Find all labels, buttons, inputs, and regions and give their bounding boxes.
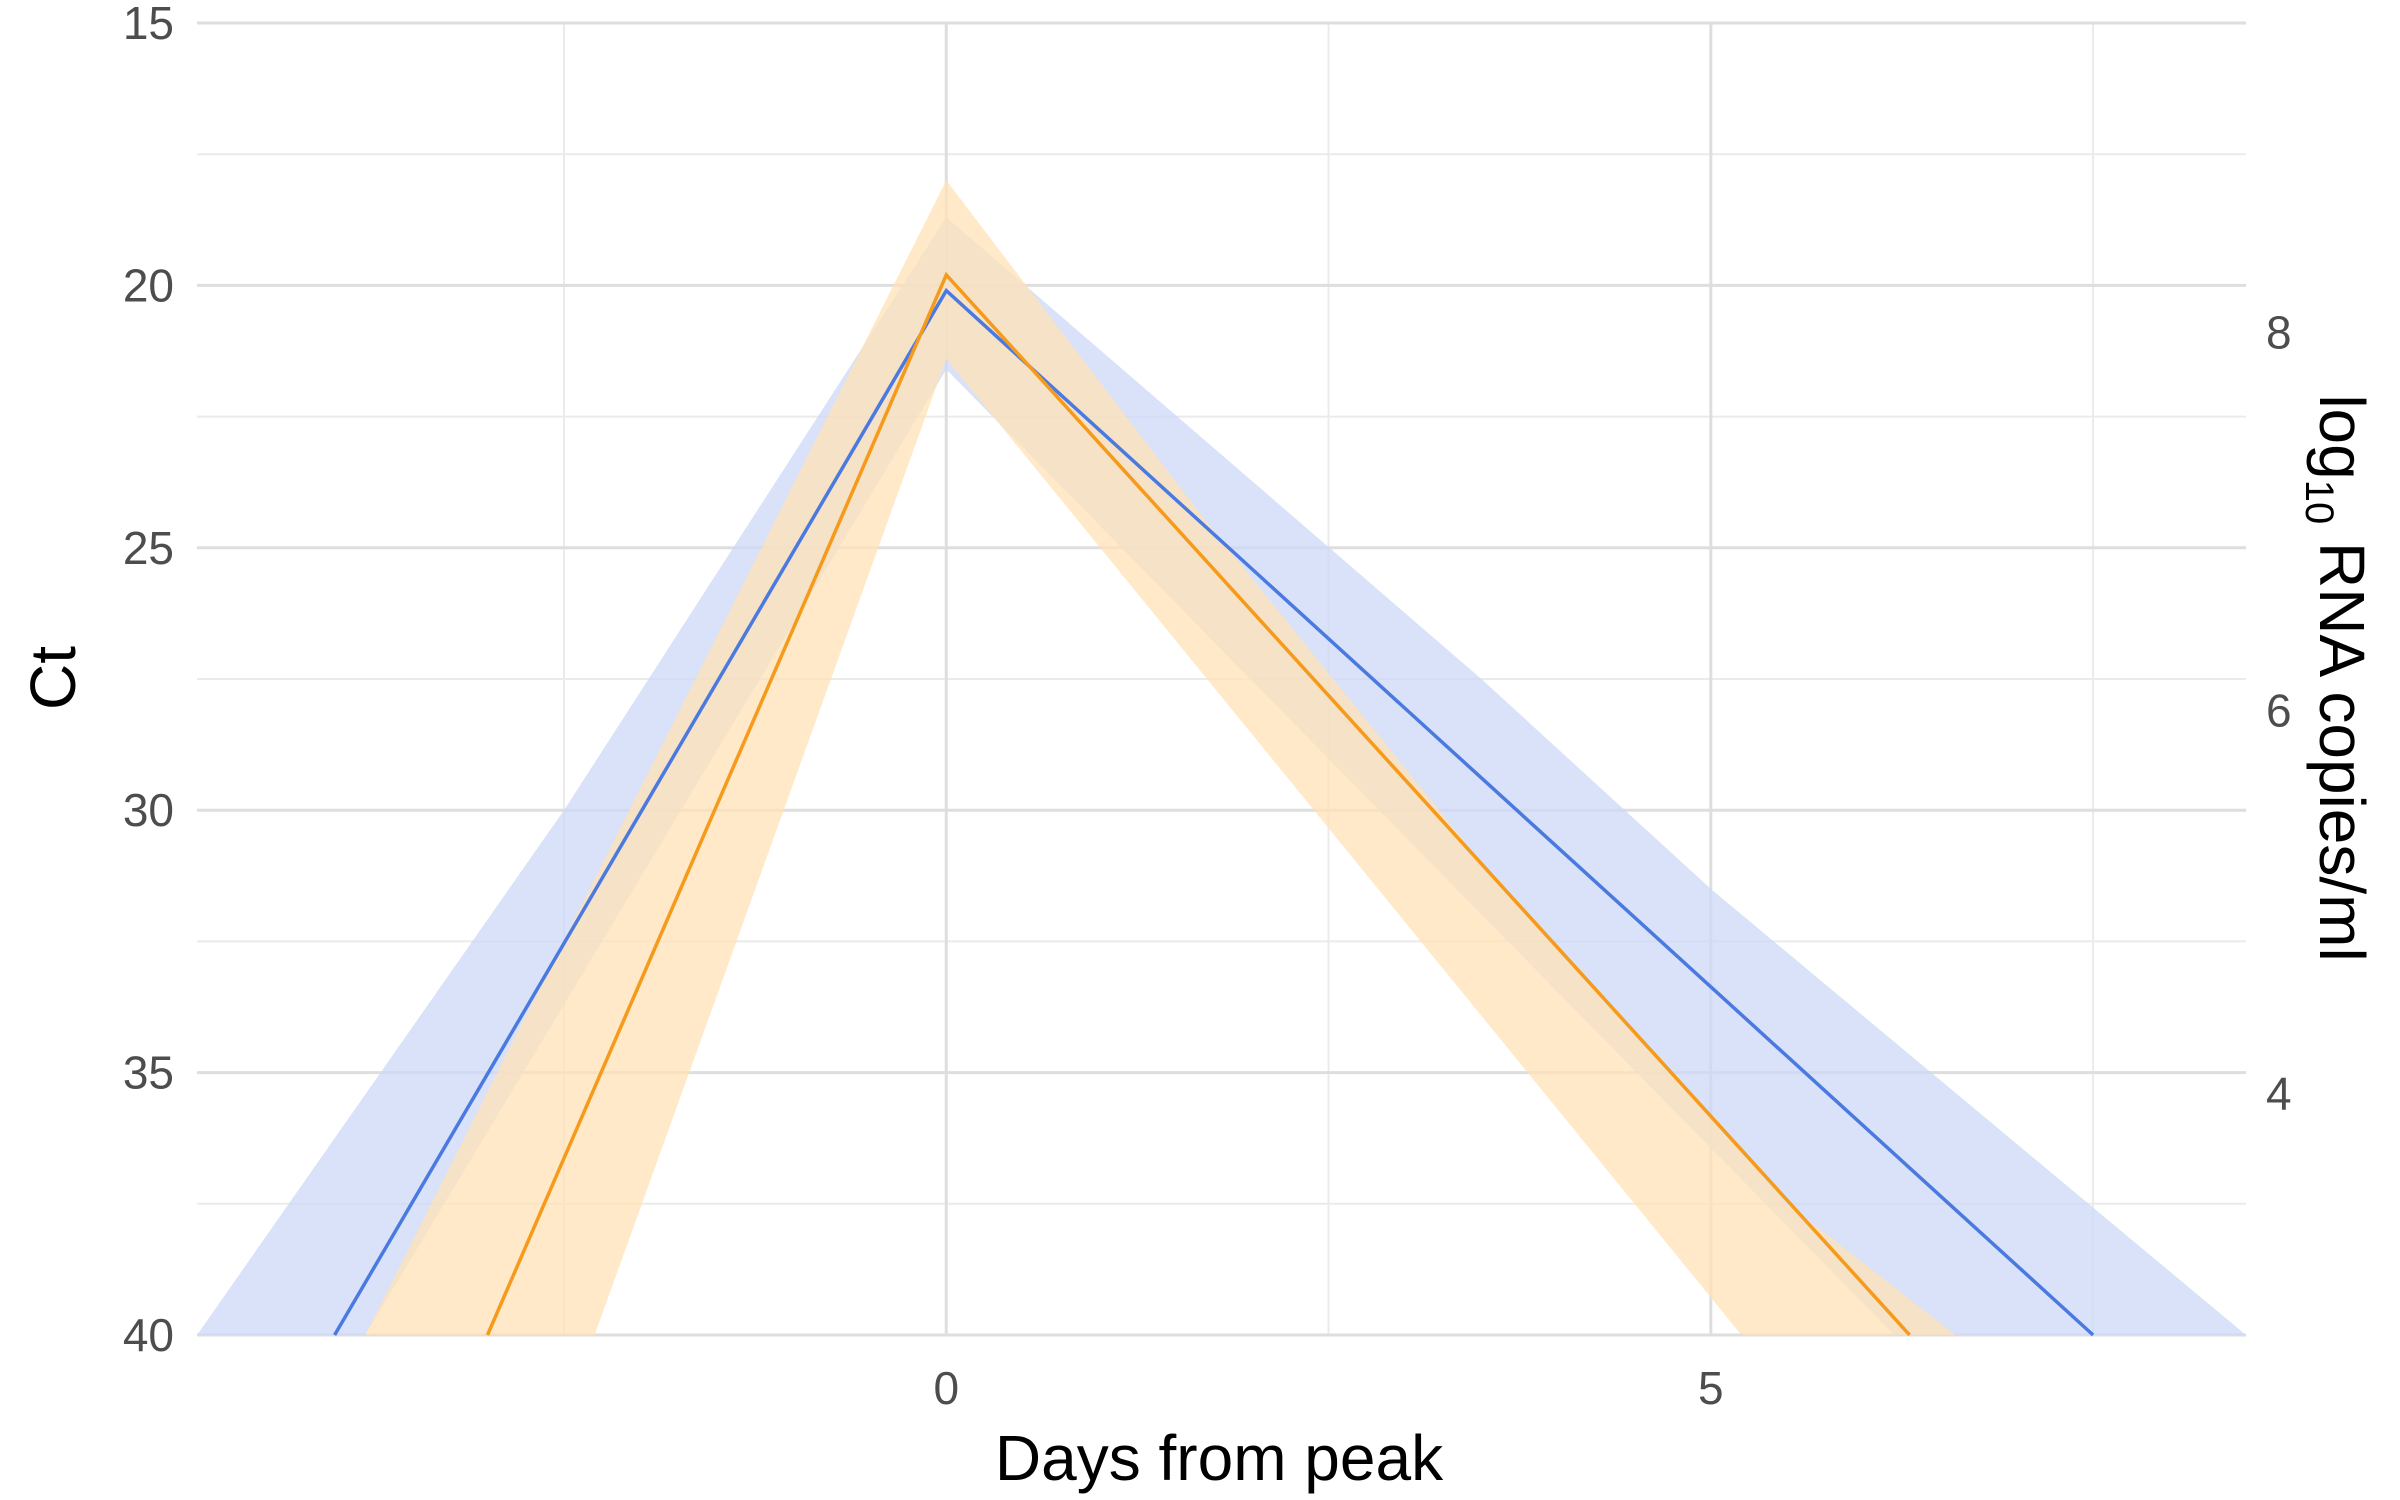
y-axis-title: Ct <box>17 646 89 710</box>
series-line-1 <box>333 287 2095 1337</box>
y-tick-label: 20 <box>123 259 174 311</box>
y-tick-label: 15 <box>123 0 174 49</box>
y2-axis-title-prefix: log <box>2306 394 2378 479</box>
x-tick-label: 0 <box>933 1362 959 1414</box>
x-tick-label: 5 <box>1698 1362 1724 1414</box>
x-axis-title: Days from peak <box>995 1422 1444 1494</box>
series-line-2 <box>485 271 1911 1337</box>
y-tick-labels: 15 20 25 30 35 40 <box>123 0 174 1361</box>
y2-tick-label: 8 <box>2266 307 2292 359</box>
y-tick-label: 35 <box>123 1047 174 1099</box>
confidence-band-1 <box>197 217 2246 1336</box>
y2-axis-title: log10 RNA copies/ml <box>2297 394 2378 961</box>
y-tick-label: 25 <box>123 522 174 574</box>
y-tick-label: 30 <box>123 784 174 836</box>
y2-tick-label: 6 <box>2266 684 2292 736</box>
confidence-band-2 <box>365 180 1956 1335</box>
y2-tick-label: 4 <box>2266 1068 2292 1120</box>
y2-axis-title-suffix: RNA copies/ml <box>2306 524 2378 961</box>
series-lines <box>333 271 2095 1337</box>
confidence-bands <box>197 180 2246 1336</box>
y2-axis-title-subscript: 10 <box>2297 480 2341 525</box>
y-tick-label: 40 <box>123 1309 174 1361</box>
y2-tick-labels: 8 6 4 <box>2266 307 2292 1120</box>
